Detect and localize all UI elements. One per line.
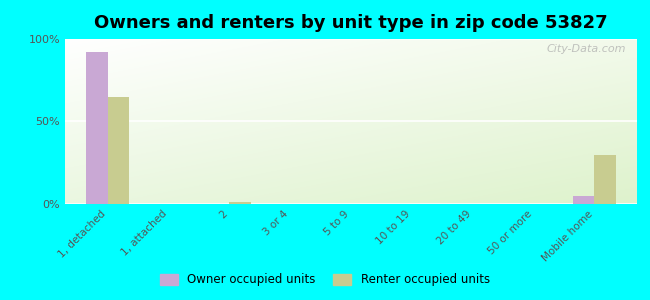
Text: City-Data.com: City-Data.com bbox=[546, 44, 625, 54]
Bar bbox=[86, 52, 108, 204]
Legend: Owner occupied units, Renter occupied units: Owner occupied units, Renter occupied un… bbox=[155, 269, 495, 291]
Bar bbox=[229, 202, 251, 204]
Bar bbox=[108, 97, 129, 204]
Bar bbox=[573, 196, 594, 204]
Title: Owners and renters by unit type in zip code 53827: Owners and renters by unit type in zip c… bbox=[94, 14, 608, 32]
Bar bbox=[594, 154, 616, 204]
